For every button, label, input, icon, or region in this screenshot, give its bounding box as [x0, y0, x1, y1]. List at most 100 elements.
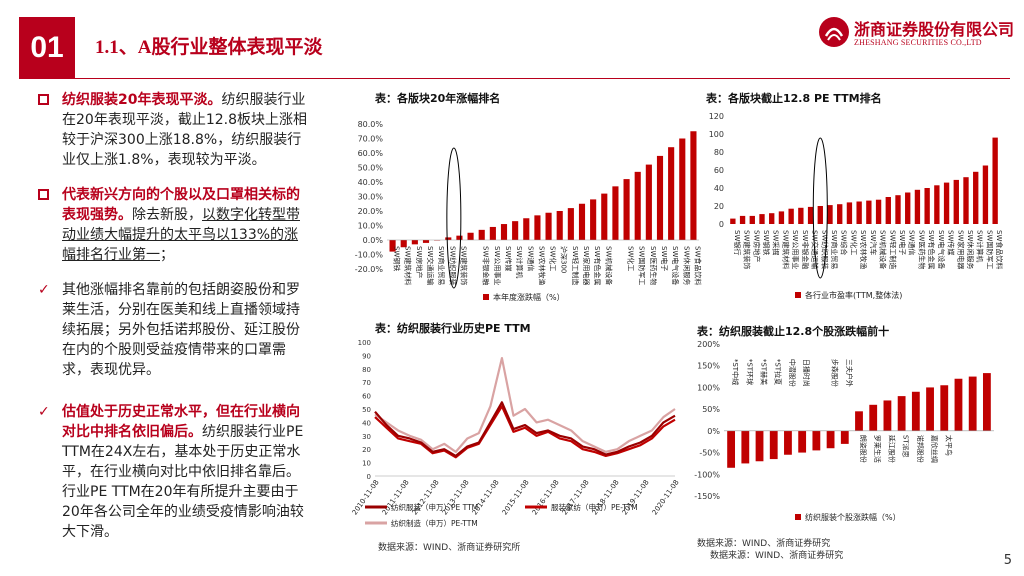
legend-label: 本年度涨跌幅（%）: [493, 292, 565, 302]
y-tick-label: 100: [358, 339, 371, 347]
bar: [690, 131, 697, 240]
category-label: SW家用电器: [956, 230, 965, 269]
category-label: *ST拉夏: [774, 359, 783, 385]
bar: [456, 235, 463, 240]
bar: [846, 202, 853, 224]
sector-return-chart: -20.0% -10.0% 0.0% 10.0% 20.0% 30.0% 40.0% 50.0…: [355, 120, 703, 302]
bar: [601, 193, 608, 240]
bar: [934, 185, 940, 224]
bullet-heading: 纺织服装20年表现平淡。: [62, 92, 222, 108]
y-tick-label: 150%: [697, 362, 720, 371]
y-tick-label: 50%: [702, 405, 720, 414]
highlight-ellipse: [446, 147, 462, 289]
legend-label: 各行业市盈率(TTM,整体法): [805, 290, 902, 300]
bar: [545, 212, 552, 240]
company-name-en: ZHESHANG SECURITIES CO.,LTD: [854, 38, 982, 47]
category-label: 罗莱生活: [873, 435, 882, 463]
chart3-title: 表：纺织服装行业历史PE TTM: [375, 322, 531, 335]
bullet-text: 除去新股，: [132, 207, 202, 223]
category-label: SW商业贸易: [437, 246, 446, 285]
y-tick-label: 30.0%: [358, 193, 384, 202]
bar: [769, 213, 775, 224]
bar: [679, 138, 686, 240]
category-label: SW有色金属: [927, 230, 936, 269]
category-label: SW公用事业: [791, 230, 800, 269]
bar: [992, 137, 998, 224]
y-tick-label: 0: [719, 220, 724, 229]
y-tick-label: 100: [709, 130, 724, 139]
category-label: SW国防军工: [638, 246, 647, 285]
category-label: SW电子: [898, 230, 907, 255]
bar: [668, 147, 675, 240]
y-tick-label: 200%: [697, 340, 720, 349]
bar: [895, 195, 901, 224]
bar: [954, 378, 963, 431]
bar: [556, 211, 563, 240]
y-tick-label: 0: [367, 473, 371, 481]
y-tick-label: 40.0%: [358, 178, 384, 187]
legend-label: 纺织服装个股涨跌幅（%）: [805, 512, 901, 522]
bar: [534, 215, 541, 240]
summary-column: 纺织服装20年表现平淡。纺织服装行业在20年表现平淡，截止12.8板块上涨相较于…: [38, 90, 310, 557]
y-tick-label: 50: [362, 406, 371, 414]
bar: [826, 430, 835, 449]
category-label: SW建筑装饰: [459, 246, 468, 285]
bar: [869, 404, 878, 431]
category-label: SW建筑装饰: [743, 230, 752, 269]
bar: [911, 391, 920, 431]
y-tick-label: 80.0%: [358, 120, 384, 129]
bullet-heading: 估值处于历史正常水平，但在行业横向对比中排名依旧偏后。: [62, 404, 300, 440]
category-label: SW轻工制造: [571, 246, 580, 285]
bar: [968, 376, 977, 431]
bar: [883, 400, 892, 431]
category-label: SW机械设备: [879, 230, 888, 269]
category-label: *ST环球: [745, 359, 754, 385]
bar: [866, 200, 872, 224]
y-tick-label: 10.0%: [358, 222, 384, 231]
bar: [856, 201, 862, 224]
bullet-heading: 代表新兴方向的个股以及口罩相关标的表现强势。: [62, 187, 300, 223]
y-tick-label: 80: [362, 366, 371, 374]
x-tick-label: 2010-11-08: [351, 479, 381, 517]
bar: [926, 387, 934, 431]
category-label: SW建筑材料: [781, 230, 790, 269]
y-tick-label: 20: [714, 202, 724, 211]
page-title: 1.1、A股行业整体表现平淡: [95, 37, 323, 58]
bar: [389, 240, 396, 252]
category-label: SW食品饮料: [693, 246, 702, 285]
bar: [905, 192, 911, 224]
category-label: 太平鸟: [944, 435, 953, 456]
bar: [897, 396, 906, 431]
bullet-text: ；: [160, 247, 174, 263]
category-label: SW计算机: [515, 246, 524, 278]
category-label: SW电气设备: [937, 230, 946, 269]
category-label: SW休闲服务: [682, 246, 691, 285]
bar: [827, 205, 833, 224]
bullet-text: 纺织服装行业在20年表现平淡，截止12.8板块上涨相较于沪深300上涨18.8%…: [62, 92, 307, 168]
y-tick-label: 10: [362, 460, 371, 468]
source-note: 数据来源：WIND、浙商证券研究: [710, 551, 844, 561]
bar: [512, 221, 519, 240]
bullet-performance: 纺织服装20年表现平淡。纺织服装行业在20年表现平淡，截止12.8板块上涨相较于…: [38, 90, 310, 170]
category-label: SW医药生物: [649, 246, 658, 285]
series-line: [374, 401, 676, 458]
category-label: SW建筑材料: [404, 246, 413, 285]
bar: [778, 211, 785, 224]
category-label: ST派思: [902, 435, 910, 458]
bar: [953, 179, 959, 224]
company-name-cn: 浙商证券股份有限公司: [854, 20, 1015, 39]
y-tick-label: -50%: [699, 449, 720, 458]
square-bullet-icon: [38, 94, 49, 105]
chart4-title: 表：纺织服装截止12.8个股涨跌幅前十: [697, 325, 890, 338]
category-label: 诺邦股份: [916, 435, 925, 463]
category-label: SW轻工制造: [888, 230, 897, 269]
bar: [914, 189, 921, 224]
category-label: SW汽车: [869, 230, 878, 255]
legend-label: 服装家纺（申万）PE-TTM: [551, 502, 638, 512]
stock-return-top10-chart: -150% -100% -50% 0% 50% 100% 150% 200% *ST中绒 *ST环…: [694, 340, 994, 522]
y-tick-label: -20.0%: [355, 265, 384, 274]
bar: [963, 177, 969, 224]
bar: [623, 179, 630, 240]
bar: [478, 229, 485, 240]
